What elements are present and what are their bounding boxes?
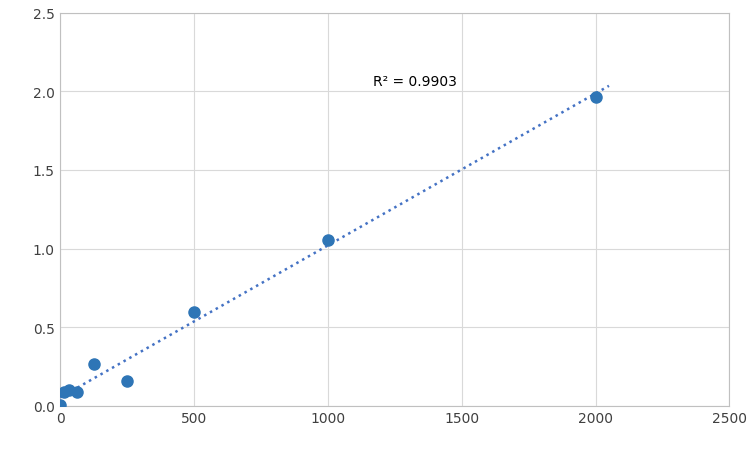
Text: R² = 0.9903: R² = 0.9903 xyxy=(374,75,457,89)
Point xyxy=(54,401,66,408)
Point xyxy=(71,388,83,396)
Point xyxy=(121,377,133,384)
Point xyxy=(322,237,334,244)
Point xyxy=(59,388,71,396)
Point xyxy=(188,309,200,316)
Point xyxy=(62,387,74,394)
Point xyxy=(87,361,99,368)
Point xyxy=(590,94,602,101)
